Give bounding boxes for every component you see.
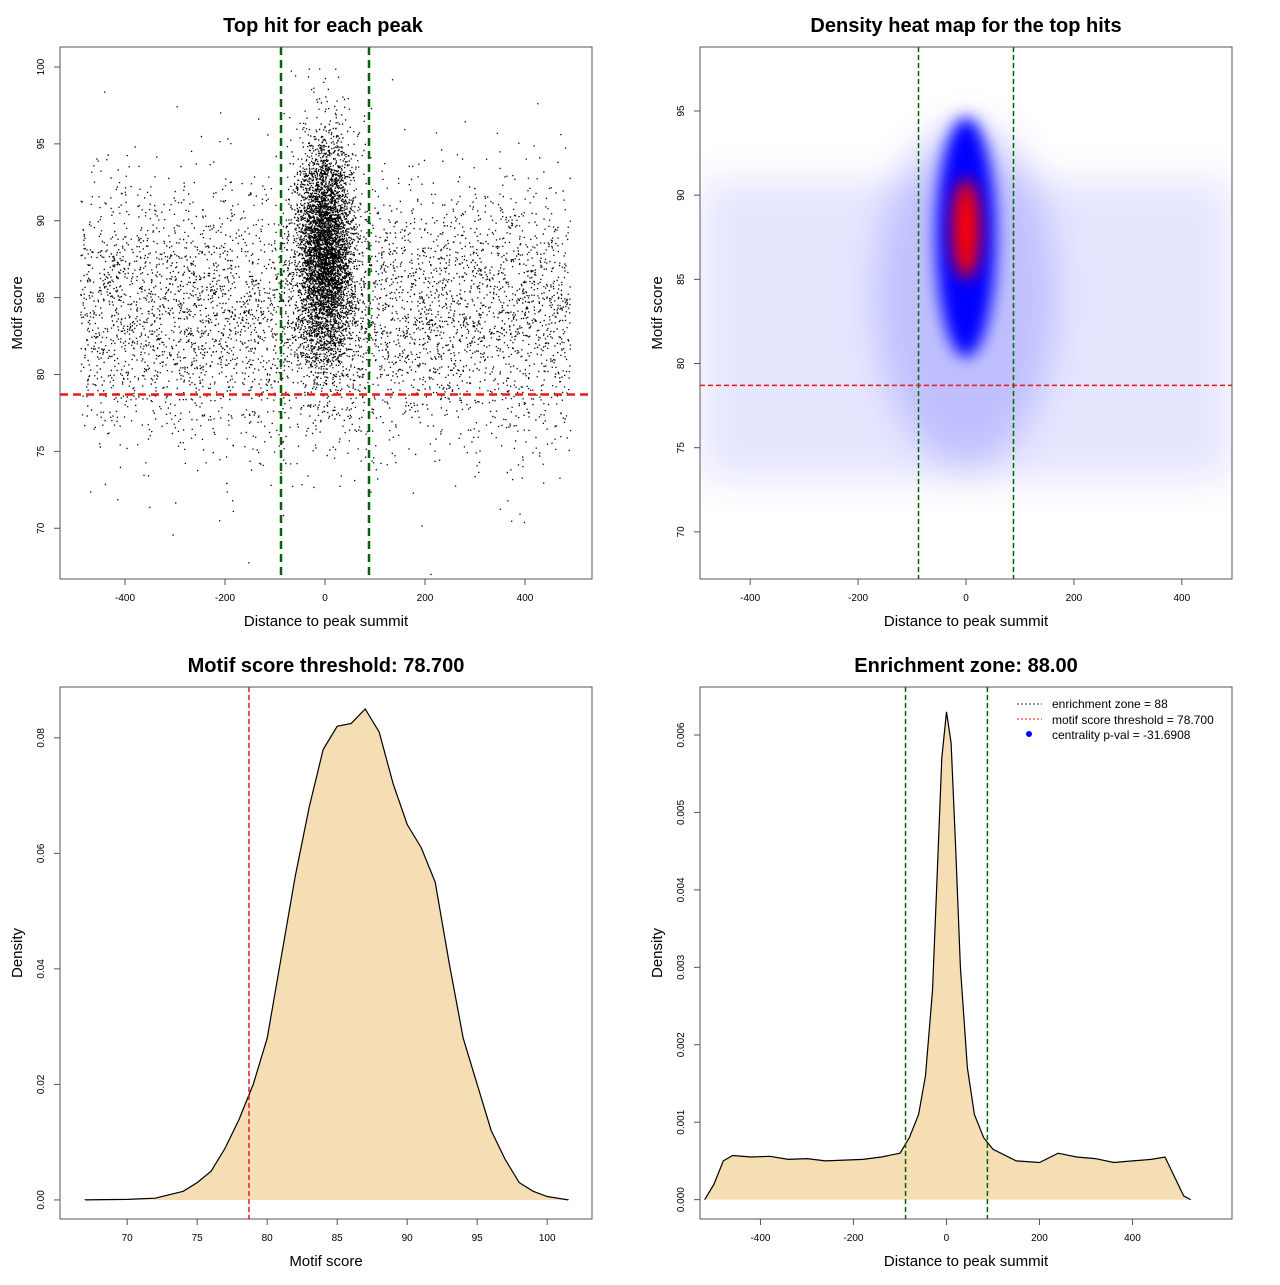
panel4-ylabel: Density	[649, 927, 666, 978]
panel3-title: Motif score threshold: 78.700	[188, 655, 465, 677]
panel4-density-curve	[704, 711, 1192, 1201]
panel2-y-tick-label: 75	[676, 442, 687, 454]
panel4-y-tick-label: 0.003	[676, 954, 687, 979]
panel3-x-tick-label: 100	[539, 1233, 556, 1244]
panel1-y-tick-label: 70	[36, 522, 47, 534]
panel4-x-tick-label: 200	[1031, 1233, 1048, 1244]
heatmap-core-red	[952, 178, 980, 279]
panel2-xlabel: Distance to peak summit	[884, 613, 1049, 630]
panel2-x-tick-label: 200	[1066, 593, 1083, 604]
panel1-title: Top hit for each peak	[223, 15, 424, 37]
panel1-y-tick-label: 85	[36, 292, 47, 304]
panel4-title: Enrichment zone: 88.00	[854, 655, 1077, 677]
panel4-x-tick-label: 400	[1124, 1233, 1141, 1244]
panel1-plot-frame	[59, 46, 593, 580]
panel2-y-tick-label: 80	[676, 358, 687, 370]
panel2-x-tick-label: 0	[963, 593, 969, 604]
panel4-x-tick-label: 0	[944, 1233, 950, 1244]
panel3-x-tick-label: 90	[402, 1233, 414, 1244]
panel1-x-tick-label: 200	[417, 593, 434, 604]
legend-entry-pval: centrality p-val = -31.6908	[1052, 728, 1191, 742]
panel2-y-tick-label: 85	[676, 273, 687, 285]
panel3-density-fill	[85, 709, 569, 1200]
panel3-x-tick-label: 85	[332, 1233, 344, 1244]
panel3-xlabel: Motif score	[289, 1253, 362, 1270]
panel3-x-tick-label: 70	[122, 1233, 134, 1244]
panel3-y-tick-label: 0.04	[36, 959, 47, 979]
panel2-title: Density heat map for the top hits	[810, 15, 1121, 37]
panel2-x-tick-label: 400	[1173, 593, 1190, 604]
panel4-xlabel: Distance to peak summit	[884, 1253, 1049, 1270]
panel4-plot-frame	[699, 686, 1233, 1220]
legend-blue-dot-key	[1026, 731, 1032, 737]
legend-entry-enrichment: enrichment zone = 88	[1052, 697, 1168, 711]
panel4-y-tick-label: 0.004	[676, 877, 687, 902]
legend-entry-threshold: motif score threshold = 78.700	[1052, 713, 1214, 727]
panel1-x-tick-label: -200	[215, 593, 235, 604]
panel1-y-tick-label: 75	[36, 445, 47, 457]
scatter-points	[80, 68, 572, 576]
panel1-y-tick-label: 90	[36, 215, 47, 227]
panel3-y-tick-label: 0.08	[36, 728, 47, 748]
panel3-x-tick-label: 80	[262, 1233, 274, 1244]
panel1-ylabel: Motif score	[9, 276, 26, 349]
panel3-x-tick-label: 75	[192, 1233, 204, 1244]
panel1-xlabel: Distance to peak summit	[244, 613, 409, 630]
panel1-x-tick-label: 400	[517, 593, 534, 604]
panel4-y-tick-label: 0.001	[676, 1109, 687, 1134]
panel2-ylabel: Motif score	[649, 276, 666, 349]
panel1-y-tick-label: 95	[36, 138, 47, 150]
panel2-y-tick-label: 70	[676, 526, 687, 538]
heatmap	[700, 117, 1232, 480]
panel3-y-tick-label: 0.02	[36, 1074, 47, 1094]
legend: enrichment zone = 88 motif score thresho…	[1017, 697, 1214, 742]
panel4-density-fill	[704, 711, 1191, 1200]
panel4-y-tick-label: 0.000	[676, 1187, 687, 1212]
panel3-y-tick-label: 0.00	[36, 1190, 47, 1210]
panel3-plot-frame	[59, 686, 593, 1220]
panel3-y-tick-label: 0.06	[36, 843, 47, 863]
panel1-x-tick-label: 0	[322, 593, 328, 604]
panel2-x-tick-label: -400	[740, 593, 760, 604]
panel3-density-curve	[84, 708, 569, 1201]
panel1-y-tick-label: 80	[36, 369, 47, 381]
panel4-y-tick-label: 0.006	[676, 722, 687, 747]
panel2-x-tick-label: -200	[848, 593, 868, 604]
panel4-x-tick-label: -400	[750, 1233, 770, 1244]
panel3-x-tick-label: 95	[472, 1233, 484, 1244]
panel4-y-tick-label: 0.002	[676, 1032, 687, 1057]
panel4-x-tick-label: -200	[843, 1233, 863, 1244]
panel2-y-tick-label: 95	[676, 105, 687, 117]
panel1-y-tick-label: 100	[36, 58, 47, 75]
panel2-y-tick-label: 90	[676, 189, 687, 201]
panel4-y-tick-label: 0.005	[676, 800, 687, 825]
panel3-ylabel: Density	[9, 927, 26, 978]
panel1-x-tick-label: -400	[115, 593, 135, 604]
